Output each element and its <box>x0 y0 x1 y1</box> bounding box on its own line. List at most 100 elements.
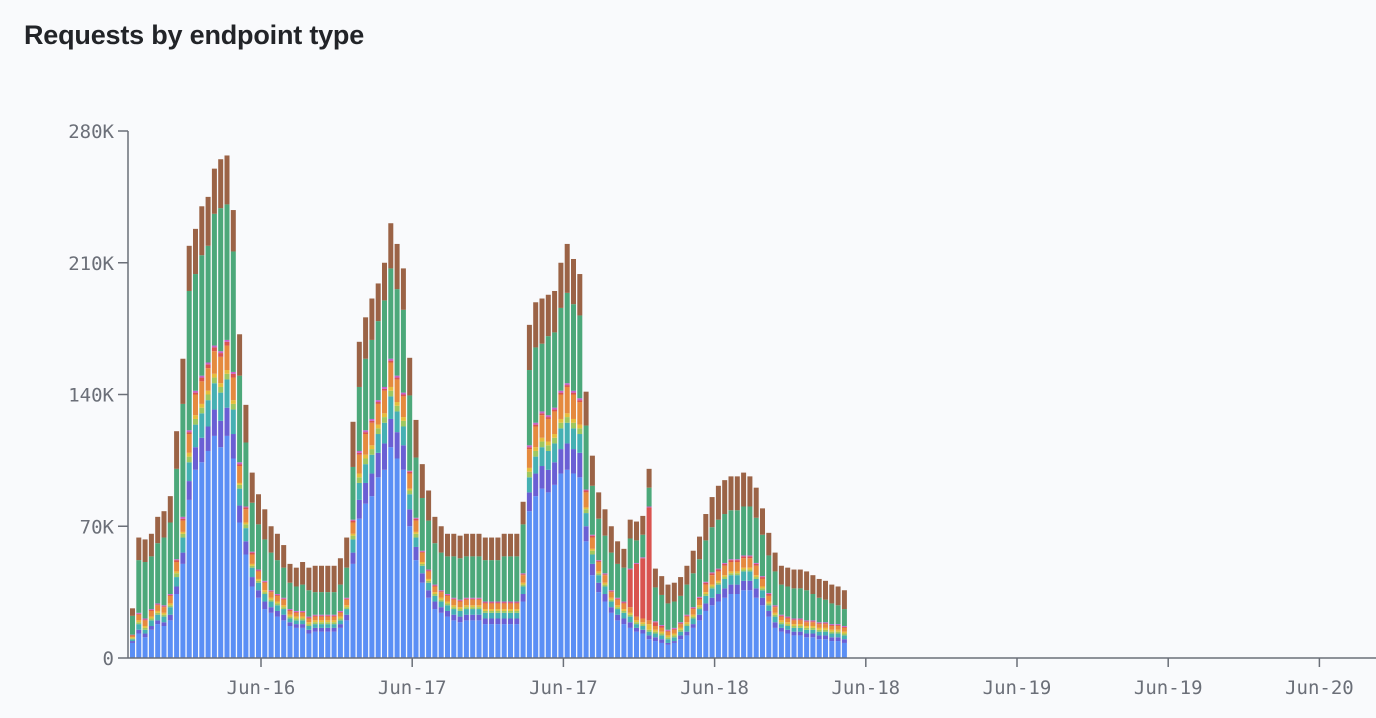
bar-segment <box>451 598 457 600</box>
bar-segment <box>722 565 728 576</box>
bar-segment <box>274 616 280 658</box>
bar-segment <box>400 445 406 470</box>
bar-segment <box>476 609 482 615</box>
axes-group: 0 70K 140K 210K 280K Jun-16 Jun-17 Jun-17 Jun-18… <box>68 121 1376 699</box>
bar-segment <box>797 588 803 619</box>
bar-segment <box>199 462 205 658</box>
bar-segment <box>646 639 652 658</box>
bar-segment <box>608 601 614 608</box>
bar-segment <box>432 601 438 610</box>
bar-segment <box>615 607 621 610</box>
bar-segment <box>791 588 797 619</box>
bar-segment <box>369 422 375 446</box>
bar-segment <box>602 535 608 574</box>
bar-segment <box>375 434 381 453</box>
bar-segment <box>703 540 709 582</box>
bar-segment <box>608 552 614 591</box>
x-tick-label: Jun-20 <box>1285 677 1354 699</box>
bar-segment <box>489 618 495 625</box>
bar-segment <box>772 616 778 623</box>
bar-segment <box>199 403 205 408</box>
bar-segment <box>508 602 513 604</box>
bar-segment <box>388 390 394 397</box>
bar-segment <box>665 644 671 658</box>
bar-segment <box>583 541 589 658</box>
bar-segment <box>482 610 488 613</box>
bar-segment <box>558 390 564 393</box>
bar-segment <box>476 620 482 658</box>
bar-segment <box>419 562 425 564</box>
bar-segment <box>356 452 362 455</box>
bar-segment <box>438 607 444 613</box>
bar-segment <box>451 599 457 606</box>
bar-segment <box>741 567 747 570</box>
bar-segment <box>312 616 318 621</box>
bar-segment <box>205 426 211 451</box>
bar-segment <box>148 610 154 611</box>
bar-segment <box>596 562 602 572</box>
bar-segment <box>785 617 791 619</box>
bar-segment <box>596 582 602 593</box>
bar-segment <box>293 620 299 625</box>
bar-segment <box>205 450 211 658</box>
bar-segment <box>829 641 835 658</box>
bar-segment <box>155 610 161 613</box>
bar-segment <box>495 618 501 625</box>
bar-segment <box>400 394 406 397</box>
bar-segment <box>180 520 186 532</box>
bar-segment <box>243 509 249 523</box>
bar-segment <box>438 552 444 591</box>
bar-segment <box>520 582 526 585</box>
bar-segment <box>281 597 287 599</box>
bar-segment <box>514 603 520 610</box>
bar-segment <box>186 462 192 482</box>
bar-segment <box>256 569 261 571</box>
bar-segment <box>174 573 180 578</box>
bar-segment <box>186 290 192 431</box>
bar-segment <box>306 624 312 626</box>
bar-segment <box>476 556 482 598</box>
bar-segment <box>772 627 778 658</box>
bar-segment <box>734 575 740 585</box>
bar-segment <box>608 526 614 553</box>
bar-segment <box>804 620 810 622</box>
bar-segment <box>161 622 167 626</box>
bar-segment <box>646 624 652 630</box>
bar-segment <box>797 624 803 626</box>
bar-segment <box>564 469 570 658</box>
bar-segment <box>136 537 142 561</box>
bar-segment <box>539 447 545 467</box>
bar-segment <box>564 243 570 293</box>
bar-segment <box>627 622 633 628</box>
bar-segment <box>533 302 539 348</box>
bar-segment <box>262 580 268 582</box>
bar-segment <box>180 358 186 404</box>
bar-segment <box>791 635 797 658</box>
bar-segment <box>249 502 255 552</box>
bar-segment <box>167 594 173 595</box>
bar-segment <box>652 568 658 588</box>
bar-segment <box>268 612 274 658</box>
bar-segment <box>545 294 551 337</box>
bar-segment <box>174 562 180 572</box>
bar-segment <box>218 386 224 393</box>
bar-segment <box>312 614 318 616</box>
bar-segment <box>583 391 589 426</box>
bar-segment <box>463 599 469 606</box>
bar-segment <box>174 577 180 587</box>
bar-segment <box>161 511 167 538</box>
bar-segment <box>394 375 400 378</box>
bar-segment <box>344 599 350 606</box>
bar-segment <box>325 615 331 617</box>
bar-segment <box>375 321 381 401</box>
bar-segment <box>835 631 841 634</box>
bar-segment <box>136 614 142 621</box>
bar-segment <box>426 597 432 658</box>
bar-segment <box>671 642 677 658</box>
bar-segment <box>797 631 803 636</box>
bar-segment <box>180 533 186 538</box>
bar-segment <box>237 466 243 483</box>
bar-segment <box>772 606 778 608</box>
bar-segment <box>331 620 337 623</box>
bar-segment <box>325 616 331 621</box>
